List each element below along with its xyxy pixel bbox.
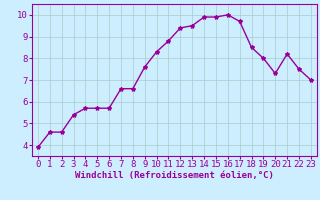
- X-axis label: Windchill (Refroidissement éolien,°C): Windchill (Refroidissement éolien,°C): [75, 171, 274, 180]
